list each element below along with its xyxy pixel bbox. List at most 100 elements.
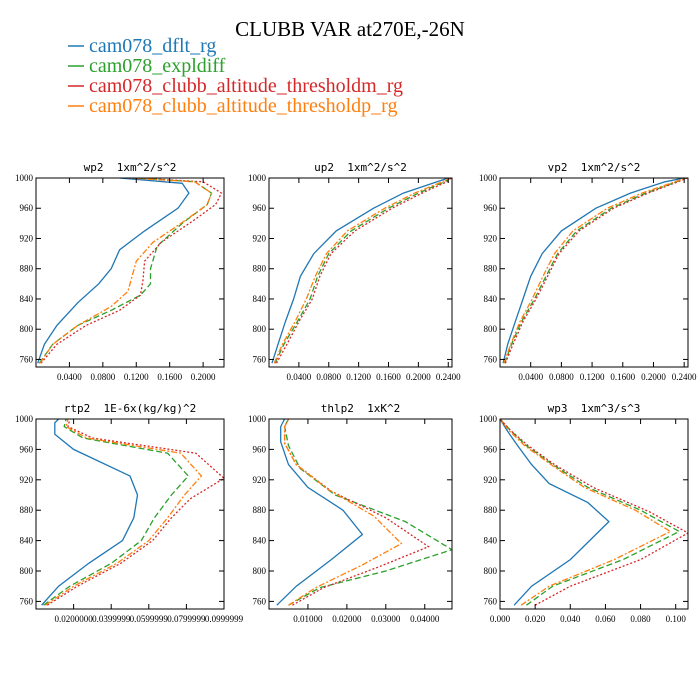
x-tick-label: 0.0399999 bbox=[92, 614, 131, 624]
panels: wp2 1xm^2/s^2 760 800 840 880 920 960 1000 0.040… bbox=[15, 161, 697, 624]
y-tick-label: 760 bbox=[484, 596, 498, 606]
y-tick-label: 1000 bbox=[479, 173, 498, 183]
series-line bbox=[45, 419, 203, 606]
panel-title: thlp2 1xK^2 bbox=[321, 402, 400, 415]
y-tick-label: 880 bbox=[484, 505, 498, 515]
series-line bbox=[283, 419, 452, 606]
y-tick-label: 880 bbox=[20, 505, 34, 515]
y-tick-label: 920 bbox=[484, 475, 498, 485]
x-tick-label: 0.04000 bbox=[410, 614, 440, 624]
y-tick-label: 840 bbox=[20, 294, 34, 304]
panel: vp2 1xm^2/s^2 760 800 840 880 920 960 1000 0.040… bbox=[479, 161, 697, 382]
y-tick-label: 920 bbox=[253, 233, 267, 243]
panel-title: wp2 1xm^2/s^2 bbox=[84, 161, 177, 174]
series-line bbox=[39, 178, 213, 364]
series-line bbox=[46, 419, 224, 606]
plot-frame bbox=[35, 177, 225, 368]
series-line bbox=[41, 419, 139, 606]
x-tick-label: 0.000 bbox=[490, 614, 511, 624]
panel-title: rtp2 1E-6x(kg/kg)^2 bbox=[64, 402, 196, 415]
y-tick-label: 920 bbox=[484, 233, 498, 243]
panel: thlp2 1xK^2 760 800 840 880 920 960 1000 0.01000… bbox=[248, 402, 453, 624]
series-line bbox=[500, 419, 610, 606]
x-tick-label: 0.2000 bbox=[641, 372, 666, 382]
x-tick-label: 0.100 bbox=[666, 614, 687, 624]
y-tick-label: 760 bbox=[484, 354, 498, 364]
x-tick-label: 0.03000 bbox=[371, 614, 401, 624]
y-tick-label: 880 bbox=[484, 264, 498, 274]
y-tick-label: 960 bbox=[253, 444, 267, 454]
x-tick-label: 0.060 bbox=[595, 614, 616, 624]
x-tick-label: 0.1200 bbox=[124, 372, 149, 382]
legend: cam078_dflt_rgcam078_expldiffcam078_club… bbox=[68, 35, 403, 117]
series-line bbox=[275, 178, 452, 364]
series-line bbox=[503, 178, 687, 364]
legend-entry: cam078_clubb_altitude_thresholdm_rg bbox=[89, 75, 403, 97]
y-tick-label: 760 bbox=[253, 354, 267, 364]
x-tick-label: 0.0400 bbox=[287, 372, 312, 382]
x-tick-label: 0.1600 bbox=[157, 372, 182, 382]
y-tick-label: 1000 bbox=[248, 414, 267, 424]
y-tick-label: 760 bbox=[253, 596, 267, 606]
series-line bbox=[40, 178, 223, 364]
y-tick-label: 960 bbox=[484, 444, 498, 454]
y-tick-label: 800 bbox=[253, 566, 267, 576]
plot-frame bbox=[499, 177, 689, 368]
plot-frame bbox=[499, 418, 689, 610]
y-tick-label: 840 bbox=[484, 294, 498, 304]
x-tick-label: 0.0800 bbox=[549, 372, 574, 382]
y-tick-label: 1000 bbox=[15, 414, 34, 424]
y-tick-label: 800 bbox=[20, 324, 34, 334]
y-tick-label: 800 bbox=[253, 324, 267, 334]
y-tick-label: 920 bbox=[20, 233, 34, 243]
y-tick-label: 760 bbox=[20, 596, 34, 606]
y-tick-label: 880 bbox=[253, 264, 267, 274]
legend-entry: cam078_clubb_altitude_thresholdp_rg bbox=[89, 95, 397, 117]
x-tick-label: 0.0200000 bbox=[54, 614, 93, 624]
figure-title: CLUBB VAR at270E,-26N bbox=[235, 17, 465, 41]
y-tick-label: 960 bbox=[253, 203, 267, 213]
panel: wp2 1xm^2/s^2 760 800 840 880 920 960 1000 0.040… bbox=[15, 161, 225, 382]
series-line bbox=[500, 419, 688, 606]
x-tick-label: 0.2000 bbox=[406, 372, 431, 382]
x-tick-label: 0.0999999 bbox=[205, 614, 244, 624]
series-line bbox=[503, 178, 686, 364]
y-tick-label: 800 bbox=[20, 566, 34, 576]
series-line bbox=[37, 178, 190, 364]
series-line bbox=[502, 178, 685, 364]
x-tick-label: 0.1600 bbox=[610, 372, 635, 382]
y-tick-label: 1000 bbox=[15, 173, 34, 183]
x-tick-label: 0.0799999 bbox=[167, 614, 206, 624]
y-tick-label: 840 bbox=[484, 536, 498, 546]
panel: rtp2 1E-6x(kg/kg)^2 760 800 840 880 920 960 100… bbox=[15, 402, 244, 624]
x-tick-label: 0.1200 bbox=[346, 372, 371, 382]
y-tick-label: 880 bbox=[20, 264, 34, 274]
series-line bbox=[273, 178, 451, 364]
series-line bbox=[283, 419, 403, 606]
y-tick-label: 1000 bbox=[479, 414, 498, 424]
y-tick-label: 920 bbox=[253, 475, 267, 485]
x-tick-label: 0.01000 bbox=[293, 614, 323, 624]
legend-entry: cam078_dflt_rg bbox=[89, 35, 216, 57]
x-tick-label: 0.1200 bbox=[580, 372, 605, 382]
series-line bbox=[43, 419, 190, 606]
x-tick-label: 0.02000 bbox=[332, 614, 362, 624]
y-tick-label: 960 bbox=[20, 444, 34, 454]
x-tick-label: 0.080 bbox=[630, 614, 651, 624]
series-line bbox=[271, 178, 449, 364]
panel-title: up2 1xm^2/s^2 bbox=[314, 161, 407, 174]
panel-title: wp3 1xm^3/s^3 bbox=[548, 402, 641, 415]
x-tick-label: 0.2400 bbox=[672, 372, 697, 382]
x-tick-label: 0.0800 bbox=[90, 372, 115, 382]
x-tick-label: 0.0800 bbox=[316, 372, 341, 382]
panel-title: vp2 1xm^2/s^2 bbox=[548, 161, 641, 174]
y-tick-label: 800 bbox=[484, 566, 498, 576]
series-line bbox=[504, 178, 688, 364]
x-tick-label: 0.040 bbox=[560, 614, 581, 624]
series-line bbox=[276, 419, 364, 606]
legend-entry: cam078_expldiff bbox=[89, 55, 226, 77]
plot-frame bbox=[268, 418, 453, 610]
x-tick-label: 0.0400 bbox=[57, 372, 82, 382]
x-tick-label: 0.2000 bbox=[191, 372, 216, 382]
